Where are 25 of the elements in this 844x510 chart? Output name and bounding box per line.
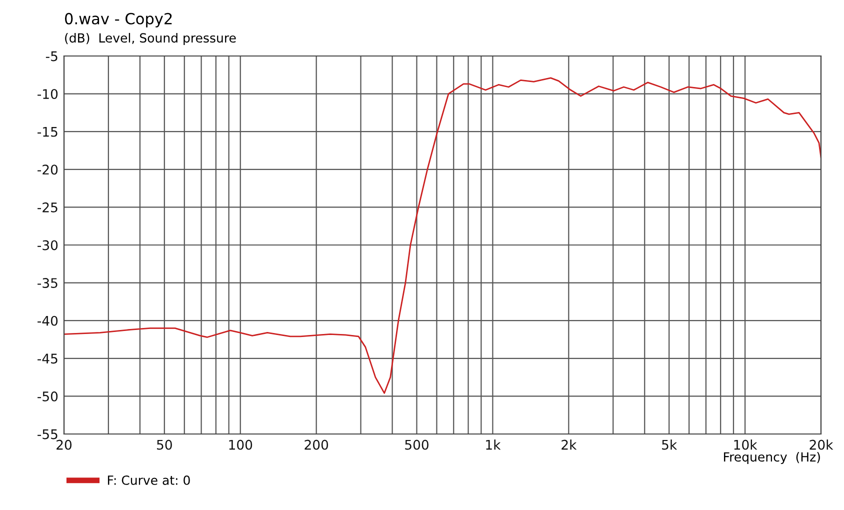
y-tick-label: -5 bbox=[46, 51, 58, 62]
x-tick-label: 1k bbox=[486, 440, 501, 450]
x-tick-label: 100 bbox=[229, 440, 252, 450]
x-tick-label: 20 bbox=[56, 440, 72, 450]
chart-title: 0.wav - Copy2 bbox=[65, 12, 172, 28]
x-axis-title: Frequency (Hz) bbox=[724, 452, 820, 464]
y-tick-label: -40 bbox=[38, 316, 58, 326]
y-tick-label: -45 bbox=[38, 354, 58, 364]
legend-label: F: Curve at: 0 bbox=[108, 475, 190, 485]
y-tick-label: -55 bbox=[38, 429, 58, 440]
y-tick-label: -35 bbox=[38, 278, 58, 288]
x-tick-label: 200 bbox=[304, 440, 328, 450]
y-tick-label: -25 bbox=[38, 202, 58, 212]
y-tick-label: -10 bbox=[38, 89, 58, 99]
y-tick-label: -15 bbox=[38, 126, 58, 137]
x-tick-label: 10k bbox=[734, 440, 758, 450]
y-axis-title: (dB) Level, Sound pressure bbox=[65, 32, 236, 46]
y-tick-label: -50 bbox=[38, 391, 58, 402]
x-tick-label: 50 bbox=[157, 440, 172, 450]
x-tick-label: 5k bbox=[662, 440, 678, 450]
x-tick-label: 500 bbox=[405, 440, 428, 450]
y-tick-label: -20 bbox=[38, 164, 58, 175]
y-tick-label: -30 bbox=[38, 240, 58, 250]
x-tick-label: 20k bbox=[810, 440, 834, 450]
x-tick-label: 2k bbox=[562, 440, 577, 450]
